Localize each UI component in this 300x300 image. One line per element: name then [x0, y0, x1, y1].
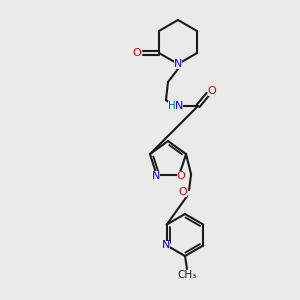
- Text: O: O: [208, 86, 216, 96]
- Text: O: O: [133, 48, 141, 58]
- Text: N: N: [162, 241, 170, 250]
- Text: N: N: [174, 59, 182, 69]
- Text: O: O: [179, 187, 188, 197]
- Text: O: O: [177, 171, 185, 182]
- Text: N: N: [152, 171, 160, 182]
- Text: H: H: [168, 101, 176, 111]
- Text: N: N: [175, 101, 183, 111]
- Text: CH₃: CH₃: [177, 270, 196, 280]
